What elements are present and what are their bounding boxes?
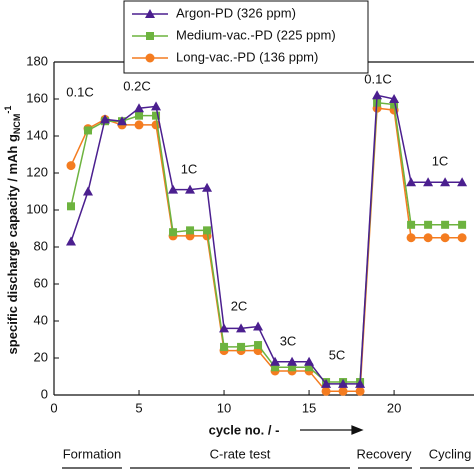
point (321, 378, 332, 388)
point (203, 226, 212, 235)
point (457, 233, 467, 243)
point (355, 378, 366, 388)
phase-label: Recovery (357, 446, 412, 461)
point (440, 177, 451, 187)
phase-label: C-rate test (210, 446, 271, 461)
phase-label: Formation (63, 446, 122, 461)
legend-marker (145, 53, 155, 63)
point (390, 100, 399, 109)
point (84, 126, 93, 135)
annotation: 0.2C (123, 78, 150, 93)
annotation: 1C (432, 153, 449, 168)
phase-label: Cycling (429, 446, 472, 461)
y-tick-label: 180 (26, 53, 48, 68)
x-tick-label: 5 (135, 400, 142, 415)
point (135, 111, 144, 120)
legend: Argon-PD (326 ppm) Medium-vac.-PD (225 pp… (123, 0, 369, 74)
x-tick-label: 15 (302, 400, 316, 415)
y-tick-label: 40 (34, 312, 48, 327)
point (406, 233, 416, 243)
point (389, 94, 400, 103)
point (237, 342, 246, 351)
point (152, 111, 161, 120)
legend-marker (145, 9, 155, 18)
point (407, 220, 416, 229)
point (441, 220, 450, 229)
point (236, 323, 247, 333)
x-tick-label: 10 (217, 400, 231, 415)
point (304, 356, 315, 366)
x-tick-label: 20 (387, 400, 401, 415)
point (151, 101, 162, 111)
y-tick-label: 100 (26, 201, 48, 216)
x-axis-label: cycle no. / - (209, 422, 280, 437)
y-axis-label: specific discharge capacity / mAh gNCM-1 (3, 106, 22, 355)
point (440, 233, 450, 243)
point (423, 177, 434, 187)
point (100, 114, 111, 124)
legend-label: Long-vac.-PD (136 ppm) (176, 49, 318, 64)
series-line (70, 107, 463, 393)
y-axis-label-sub: NCM (12, 114, 22, 135)
point (66, 236, 77, 246)
annotation: 5C (329, 347, 346, 362)
y-tick-label: 0 (41, 386, 48, 401)
point (287, 356, 298, 366)
point (338, 386, 348, 396)
point (338, 378, 349, 388)
point (372, 90, 383, 100)
y-axis-label-sup: -1 (3, 106, 13, 114)
point (355, 386, 365, 396)
legend-label: Argon-PD (326 ppm) (176, 5, 296, 20)
point (185, 184, 196, 194)
point (202, 182, 213, 192)
point (219, 323, 230, 333)
series-line (70, 94, 463, 385)
y-tick-label: 20 (34, 349, 48, 364)
point (117, 116, 128, 126)
x-tick-label: 0 (50, 400, 57, 415)
y-tick-label: 60 (34, 275, 48, 290)
annotation: 0.1C (66, 84, 93, 99)
point (168, 184, 179, 194)
legend-label: Medium-vac.-PD (225 ppm) (176, 27, 336, 42)
y-tick-label: 80 (34, 238, 48, 253)
point (305, 363, 314, 372)
point (270, 356, 281, 366)
point (186, 226, 195, 235)
annotation: 2C (231, 298, 248, 313)
point (424, 220, 433, 229)
point (253, 321, 264, 331)
point (134, 103, 145, 113)
y-axis-label-main: specific discharge capacity / mAh g (5, 134, 20, 354)
y-tick-label: 120 (26, 164, 48, 179)
point (254, 341, 263, 350)
y-tick-label: 140 (26, 127, 48, 142)
phase-arrows (62, 425, 474, 469)
point (271, 363, 280, 372)
point (83, 186, 94, 196)
annotation: 1C (181, 161, 198, 176)
point (169, 228, 178, 237)
point (134, 120, 144, 130)
annotation: 0.1C (364, 71, 391, 86)
legend-marker (146, 32, 154, 40)
annotation: 3C (280, 333, 297, 348)
point (67, 202, 76, 211)
legend-box (123, 0, 369, 74)
point (423, 233, 433, 243)
point (458, 220, 467, 229)
point (66, 161, 76, 171)
point (288, 363, 297, 372)
point (457, 177, 468, 187)
point (321, 386, 331, 396)
point (406, 177, 417, 187)
point (220, 342, 229, 351)
y-tick-label: 160 (26, 90, 48, 105)
